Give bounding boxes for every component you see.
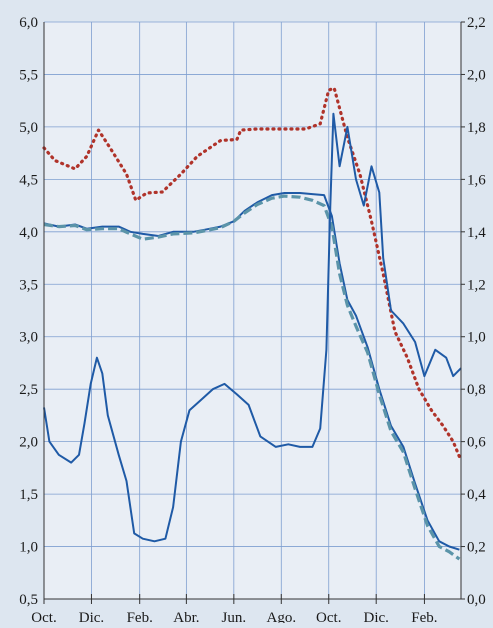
series-line-3 (42, 86, 463, 463)
right-tick-label: 0,2 (467, 540, 486, 556)
right-tick-label: 0,6 (467, 435, 486, 451)
left-tick-label: 6,0 (19, 15, 38, 31)
right-tick-label: 1,2 (467, 277, 486, 293)
left-tick-label: 3,0 (19, 330, 38, 346)
right-tick-label: 2,0 (467, 67, 486, 83)
x-tick-label: Dic. (79, 610, 104, 623)
x-tick-label: Jun. (222, 610, 247, 623)
left-tick-label: 1,0 (19, 540, 38, 556)
right-tick-label: 0,8 (467, 382, 486, 398)
left-tick-label: 3,5 (19, 277, 38, 293)
left-tick-label: 5,0 (19, 120, 38, 136)
right-tick-label: 1,6 (467, 172, 486, 188)
series-group (42, 86, 463, 561)
x-tick-label: Abr. (173, 610, 199, 623)
right-tick-label: 2,2 (467, 15, 486, 31)
series-line-2 (43, 194, 461, 561)
tick-labels: 0,5 1,0 1,5 2,0 2,5 3,0 3,5 4,0 4,5 5,0 5,5 6,0 0,0 0… (19, 15, 486, 626)
right-tick-label: 1,8 (467, 120, 486, 136)
right-tick-label: 1,0 (467, 330, 486, 346)
left-tick-label: 0,5 (19, 592, 38, 608)
plot-area (44, 22, 461, 599)
x-tick-label: Oct. (31, 610, 56, 623)
right-tick-label: 0,4 (467, 487, 486, 503)
grid-lines (43, 21, 461, 600)
left-tick-label: 2,0 (19, 435, 38, 451)
x-tick-label: Dic. (363, 610, 388, 623)
right-tick-label: 1,4 (467, 225, 486, 241)
x-tick-label: Oct. (316, 610, 341, 623)
right-tick-label: 0,0 (467, 592, 486, 608)
axes (43, 21, 465, 604)
left-tick-label: 1,5 (19, 487, 38, 503)
x-tick-label: Feb. (127, 610, 153, 623)
x-tick-label: Feb. (411, 610, 437, 623)
x-tick-label: Ago. (266, 610, 296, 623)
left-tick-label: 5,5 (19, 67, 38, 83)
left-tick-label: 4,0 (19, 225, 38, 241)
left-tick-label: 4,5 (19, 172, 38, 188)
left-tick-label: 2,5 (19, 382, 38, 398)
series-line-4 (43, 112, 462, 543)
series-line-1 (43, 192, 460, 551)
